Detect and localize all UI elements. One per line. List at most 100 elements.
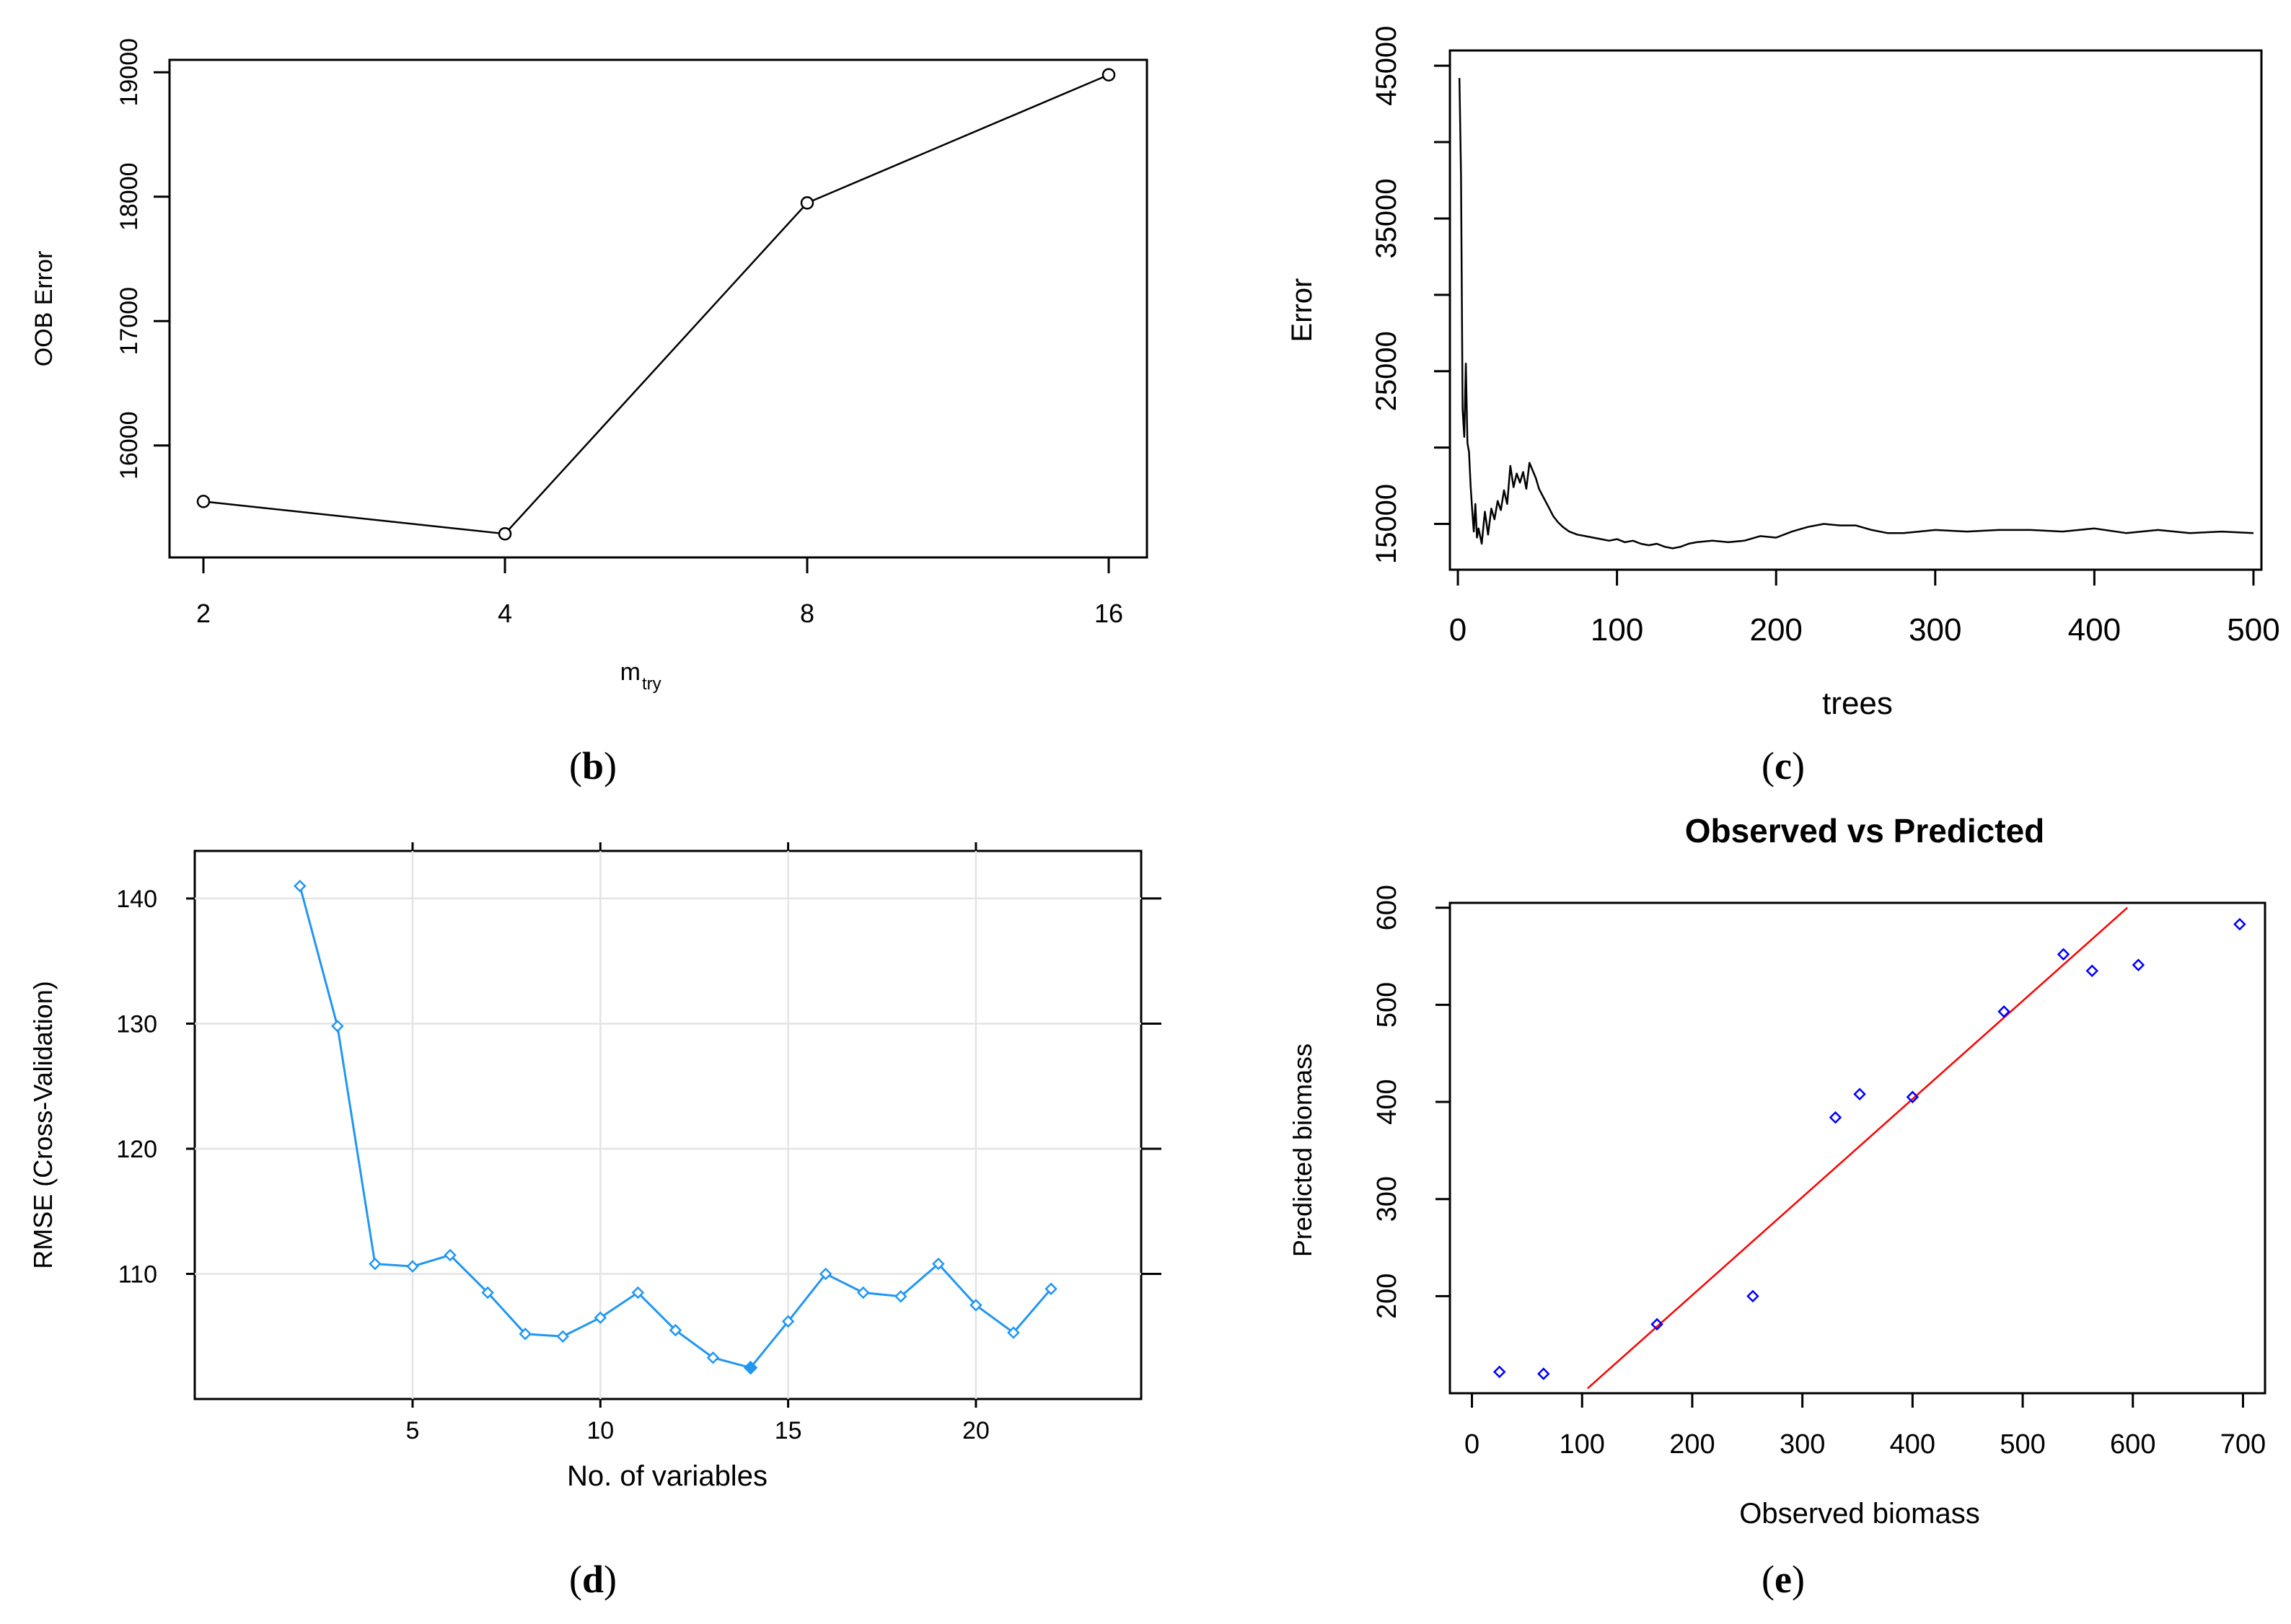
panel-e-point xyxy=(2132,958,2145,971)
panel-b-y-tick-label: 18000 xyxy=(115,162,143,231)
panel-d-point xyxy=(706,1351,720,1364)
panel-e-x-tick-label: 700 xyxy=(2220,1429,2266,1460)
panel-e-ylabel: Predicted biomass xyxy=(1288,1043,1317,1257)
panel-b-x-tick-label: 8 xyxy=(800,599,814,628)
panel-c-x-tick-label: 0 xyxy=(1449,612,1466,648)
panel-c-x-tick-label: 500 xyxy=(2227,612,2279,648)
panel-b-point xyxy=(498,526,512,541)
panel-b-plot-frame xyxy=(168,58,1148,559)
panel-d-point xyxy=(1045,1282,1057,1296)
panel-d-ylabel: RMSE (Cross-Validation) xyxy=(28,981,58,1268)
panel-b-y-tick-label: 16000 xyxy=(115,411,143,480)
panel-b-x-tick-label: 2 xyxy=(196,599,211,628)
panel-e-point xyxy=(1829,1111,1842,1124)
panel-e-y-tick-label: 600 xyxy=(1372,885,1402,930)
panel-d-point xyxy=(856,1286,870,1299)
panel-b-y-tick-label: 17000 xyxy=(115,287,143,356)
panel-d-caption-letter: d xyxy=(582,1558,604,1601)
panel-b-xlabel-main: m xyxy=(620,658,641,686)
panel-b-point xyxy=(1101,68,1116,81)
panel-b-x-tick-label: 4 xyxy=(498,599,512,628)
panel-c-y-tick-label: 45000 xyxy=(1371,26,1402,106)
panel-d-point xyxy=(631,1286,645,1299)
panel-d-x-tick-label: 15 xyxy=(775,1417,802,1444)
panel-d-rmse-chart: 5 10 15 20 110 120 130 140 RMSE (Cross-Validati… xyxy=(28,842,1161,1601)
panel-d-point xyxy=(331,1020,344,1033)
panel-d-point xyxy=(819,1267,832,1281)
panel-d-point xyxy=(669,1323,682,1337)
panel-e-point xyxy=(1537,1367,1550,1380)
panel-e-y-tick-label: 400 xyxy=(1372,1079,1402,1124)
panel-d-y-tick-label: 120 xyxy=(116,1136,157,1163)
panel-e-x-tick-label: 400 xyxy=(1890,1429,1935,1460)
panel-e-point xyxy=(1853,1087,1866,1101)
panel-e-point xyxy=(1492,1365,1506,1379)
panel-e-point xyxy=(1997,1005,2010,1018)
panel-e-x-tick-label: 0 xyxy=(1464,1429,1479,1460)
panel-d-point xyxy=(406,1260,419,1273)
panel-e-point xyxy=(1650,1318,1663,1331)
panel-c-y-tick-label: 35000 xyxy=(1371,178,1402,258)
panel-b-point xyxy=(196,495,211,508)
panel-d-x-tick-label: 20 xyxy=(962,1417,990,1444)
panel-e-fit-line xyxy=(1587,906,2128,1390)
panel-b-series-line xyxy=(203,74,1109,535)
panel-d-point xyxy=(294,879,307,893)
panel-d-point xyxy=(556,1330,569,1343)
panel-c-error-line xyxy=(1458,78,2254,550)
panel-d-point xyxy=(594,1311,607,1324)
panel-d-point xyxy=(1007,1326,1020,1339)
panel-e-xlabel: Observed biomass xyxy=(1739,1498,1979,1530)
panel-c-caption: (c) xyxy=(1762,744,1805,787)
panel-c-error-vs-trees-chart: 0 100 200 300 400 500 15000 25000 35000 45000 Err… xyxy=(1286,26,2280,787)
panel-c-x-tick-label: 300 xyxy=(1909,612,1961,648)
panel-c-y-tick-label: 25000 xyxy=(1371,331,1402,411)
panel-d-selected-point xyxy=(743,1360,758,1375)
panel-c-ylabel: Error xyxy=(1286,278,1318,343)
panel-e-point xyxy=(2085,964,2099,978)
panel-e-y-tick-label: 500 xyxy=(1372,982,1402,1028)
panel-b-x-tick-label: 16 xyxy=(1094,599,1123,628)
panel-d-caption: (d) xyxy=(569,1558,617,1601)
panel-e-title: Observed vs Predicted xyxy=(1685,812,2045,849)
panel-b-point xyxy=(800,196,814,210)
panel-e-x-tick-label: 600 xyxy=(2110,1429,2155,1460)
panel-e-point xyxy=(1906,1090,1920,1104)
panel-d-point xyxy=(444,1248,457,1262)
panel-c-y-tick-label: 15000 xyxy=(1371,484,1402,564)
panel-d-point xyxy=(519,1328,532,1341)
panel-d-point xyxy=(932,1257,945,1271)
panel-c-x-tick-label: 200 xyxy=(1749,612,1802,648)
panel-b-y-tick-label: 19000 xyxy=(115,38,143,107)
panel-d-point xyxy=(481,1286,494,1299)
panel-c-plot-frame xyxy=(1448,49,2263,571)
panel-e-caption: (e) xyxy=(1762,1558,1805,1601)
panel-e-point xyxy=(1746,1289,1759,1303)
panel-c-xlabel: trees xyxy=(1822,686,1893,721)
panel-d-point xyxy=(894,1289,907,1303)
panel-e-point xyxy=(2233,917,2246,931)
panel-b-ylabel: OOB Error xyxy=(30,251,58,367)
panel-d-x-tick-label: 10 xyxy=(586,1417,614,1444)
panel-e-x-tick-label: 100 xyxy=(1560,1429,1605,1460)
panel-e-point xyxy=(2057,948,2070,961)
panel-d-y-tick-label: 130 xyxy=(116,1010,157,1038)
panel-b-xlabel-subscript: try xyxy=(642,674,661,694)
panel-d-point xyxy=(369,1257,382,1271)
panel-b-oob-error-chart: 2 4 8 16 16000 17000 18000 19000 OOB Error m tr… xyxy=(30,38,1148,787)
panel-e-plot-frame xyxy=(1448,901,2266,1395)
panel-b-caption-letter: b xyxy=(582,744,604,787)
panel-e-observed-vs-predicted-chart: Observed vs Predicted 0 100 200 300 400 500 60… xyxy=(1288,812,2266,1601)
panel-d-y-tick-label: 140 xyxy=(116,886,157,913)
panel-e-x-tick-label: 300 xyxy=(1780,1429,1825,1460)
panel-d-y-tick-label: 110 xyxy=(118,1261,157,1288)
panel-b-caption: (b) xyxy=(569,744,617,787)
panel-e-x-tick-label: 200 xyxy=(1669,1429,1715,1460)
panel-d-point xyxy=(781,1315,795,1328)
panel-e-x-tick-label: 500 xyxy=(2000,1429,2045,1460)
panel-d-point xyxy=(969,1299,982,1312)
panel-c-x-tick-label: 400 xyxy=(2068,612,2121,648)
panel-d-xlabel: No. of variables xyxy=(567,1460,768,1492)
panel-d-x-tick-label: 5 xyxy=(406,1417,420,1444)
